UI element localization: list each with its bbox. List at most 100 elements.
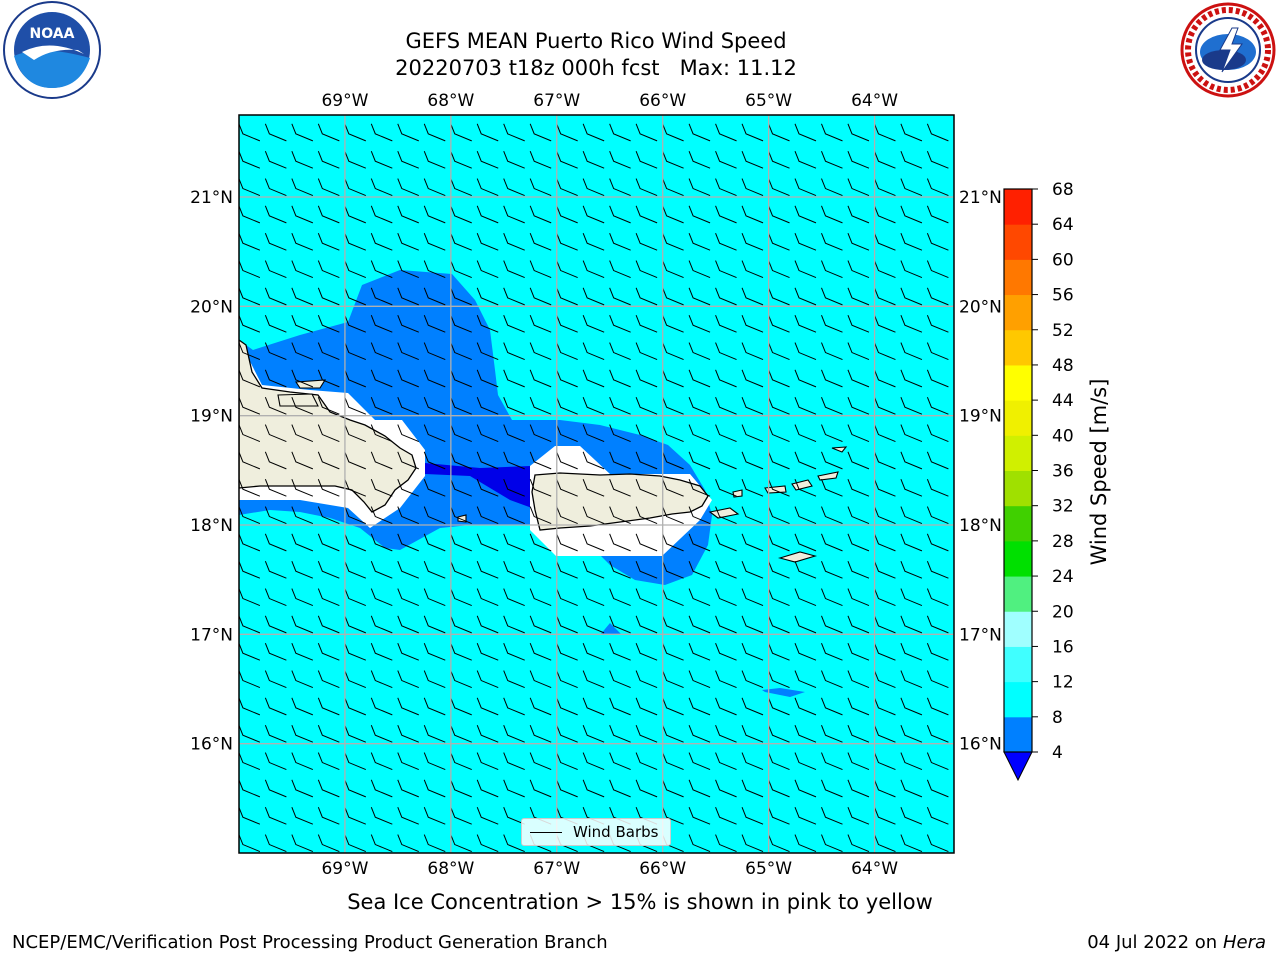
wind-barb xyxy=(609,697,631,716)
wind-barb xyxy=(344,369,367,388)
wind-barb xyxy=(423,397,446,415)
wind-barb xyxy=(344,451,367,470)
wind-barb xyxy=(688,479,711,497)
wind-barb xyxy=(503,178,525,196)
wind-barb xyxy=(503,615,525,634)
wind-barb xyxy=(821,315,843,333)
wind-barb xyxy=(503,479,525,497)
wind-barb xyxy=(503,697,525,716)
wind-barb xyxy=(344,725,367,743)
wind-barb xyxy=(715,506,737,524)
wind-barb xyxy=(556,178,578,196)
wind-barb xyxy=(317,752,340,770)
wind-barb xyxy=(344,752,367,770)
wind-barb xyxy=(344,479,367,497)
wind-barb xyxy=(821,205,843,224)
wind-barb xyxy=(529,670,552,688)
wind-barb xyxy=(397,561,419,579)
wind-barb xyxy=(450,397,472,415)
wind-barb xyxy=(264,369,287,388)
wind-barb xyxy=(768,205,790,224)
wind-barb xyxy=(397,205,419,224)
wind-barb xyxy=(450,834,472,852)
wind-barb xyxy=(635,233,658,251)
wind-barb xyxy=(556,643,578,661)
wind-barb xyxy=(397,533,419,552)
wind-barb xyxy=(556,533,578,552)
wind-barb xyxy=(794,725,817,743)
wind-barb xyxy=(582,779,605,798)
wind-barbs-legend: Wind Barbs xyxy=(521,818,671,846)
wind-barb xyxy=(317,561,340,579)
wind-barb xyxy=(370,479,393,497)
wind-barb xyxy=(476,424,499,442)
wind-barb xyxy=(529,397,552,415)
wind-barb xyxy=(926,752,949,770)
wind-barb xyxy=(688,205,711,224)
wind-barb xyxy=(635,779,658,798)
legend-label: Wind Barbs xyxy=(573,823,659,841)
wind-barb xyxy=(556,561,578,579)
wind-barb xyxy=(926,561,949,579)
wind-barb xyxy=(900,151,923,169)
wind-barb xyxy=(900,369,923,388)
wind-barb xyxy=(529,451,552,470)
wind-barb xyxy=(768,178,790,196)
wind-barb xyxy=(291,834,314,852)
wind-barb xyxy=(900,779,923,798)
wind-barb xyxy=(821,506,843,524)
wind-barb xyxy=(768,506,790,524)
wind-barb xyxy=(715,779,737,798)
wind-barb xyxy=(317,807,340,825)
wind-barb xyxy=(662,287,684,306)
wind-barb xyxy=(635,697,658,716)
wind-barb xyxy=(556,287,578,306)
wind-barb xyxy=(370,506,393,524)
colorbar-tick-label: 64 xyxy=(1052,215,1074,235)
wind-barb xyxy=(662,342,684,360)
wind-barb xyxy=(423,260,446,278)
wind-barb xyxy=(873,178,896,196)
wind-barb xyxy=(291,779,314,798)
wind-barb xyxy=(450,670,472,688)
wind-barb xyxy=(715,151,737,169)
wind-barb xyxy=(450,506,472,524)
wind-barb xyxy=(582,151,605,169)
lat-tick-label: 19°N xyxy=(190,407,233,427)
wind-barb xyxy=(873,123,896,142)
wind-barb xyxy=(370,315,393,333)
wind-barb xyxy=(741,287,764,306)
legend-line-swatch xyxy=(530,832,562,833)
wind-barb xyxy=(397,670,419,688)
wind-barb xyxy=(344,233,367,251)
wind-barb xyxy=(821,342,843,360)
wind-barb xyxy=(317,205,340,224)
wind-barb xyxy=(900,697,923,716)
wind-barb xyxy=(768,561,790,579)
wind-barb xyxy=(582,260,605,278)
wind-barb xyxy=(344,397,367,415)
wind-barb xyxy=(397,697,419,716)
wind-barb xyxy=(688,779,711,798)
wind-barb xyxy=(556,506,578,524)
wind-barb xyxy=(397,834,419,852)
wind-barb xyxy=(821,397,843,415)
wind-barb xyxy=(662,561,684,579)
map-frame xyxy=(238,114,955,854)
wind-barb xyxy=(529,506,552,524)
colorbar-segment xyxy=(1004,505,1032,542)
wind-barb xyxy=(741,533,764,552)
wind-barb xyxy=(821,178,843,196)
puerto-rico-land xyxy=(531,472,709,531)
wind-barb xyxy=(317,670,340,688)
wind-barb xyxy=(344,424,367,442)
wind-barb xyxy=(291,260,314,278)
colorbar-tick-label: 16 xyxy=(1052,637,1074,657)
wind-barb xyxy=(900,397,923,415)
wind-barb xyxy=(768,287,790,306)
wind-barb xyxy=(821,369,843,388)
wind-barb xyxy=(344,561,367,579)
wind-barb xyxy=(821,424,843,442)
wind-barb xyxy=(794,561,817,579)
wind-barb xyxy=(873,670,896,688)
